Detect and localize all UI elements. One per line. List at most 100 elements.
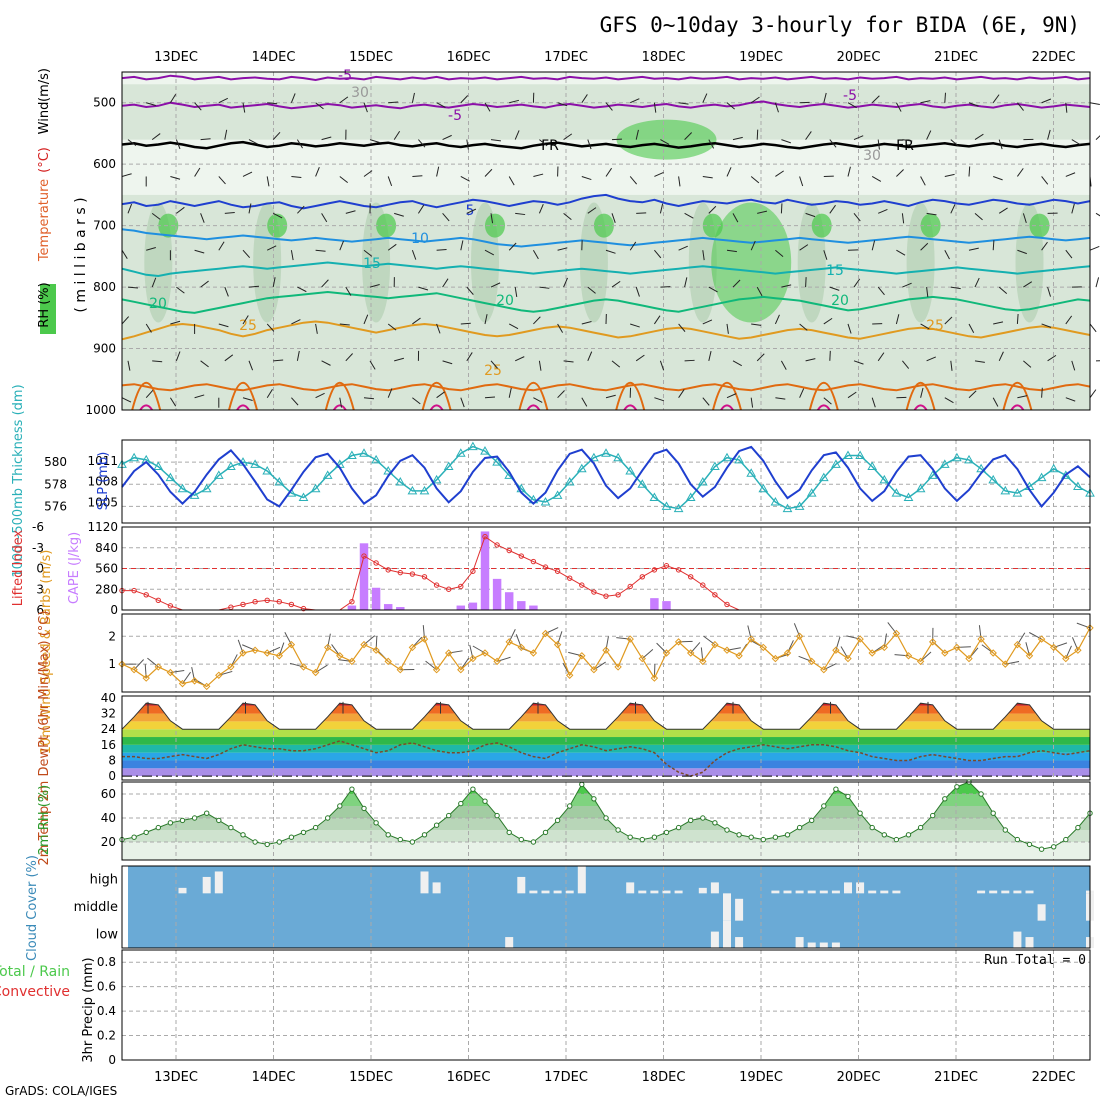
thickness-marker — [468, 441, 478, 451]
wind-barb — [1089, 102, 1100, 105]
thickness-marker — [177, 483, 188, 493]
wind-speed-marker — [481, 649, 489, 657]
wind-barb — [345, 353, 353, 362]
wind-speed-marker — [384, 657, 392, 666]
isotherm-loop-35 — [720, 404, 734, 411]
thickness-marker — [879, 474, 890, 484]
wind-barb — [678, 323, 686, 332]
lifted-index-marker — [397, 569, 403, 576]
wind-barb — [121, 397, 132, 403]
wind-barb — [224, 286, 229, 297]
wind-barb — [200, 213, 205, 223]
rh2m-marker — [591, 796, 597, 802]
wind-speed-marker — [457, 666, 465, 674]
date-label-top: 16DEC — [447, 50, 491, 65]
wind-barb — [780, 360, 787, 370]
wind-barb — [901, 213, 905, 224]
wind-barb — [871, 95, 880, 104]
wind-speed-marker — [638, 654, 647, 663]
lifted-index-marker — [567, 575, 573, 581]
wind-barb — [781, 139, 792, 144]
cloud-cover-bar-high — [529, 890, 538, 894]
rh-saturated-patch — [811, 213, 832, 238]
isotherm-label: 25 — [239, 318, 257, 334]
rh2m-marker — [191, 815, 198, 821]
wind-barb — [1089, 323, 1097, 333]
wind-speed-marker — [323, 643, 332, 652]
rh2m-marker — [905, 832, 912, 838]
li-tick-label: 3 — [36, 582, 44, 596]
rh2m-marker — [567, 803, 573, 809]
wind-speed-marker — [227, 663, 235, 671]
thickness-marker — [710, 461, 720, 471]
wind-barb — [902, 282, 912, 288]
wind-speed-marker — [432, 666, 441, 674]
precip-axis-label: 3hr Precip (mm) — [81, 957, 96, 1062]
isotherm-label: 25 — [484, 363, 502, 379]
wind-barb — [1041, 387, 1043, 398]
wind-panel-axis-label: 10m Wind Speed & Barbs (m/s) — [39, 550, 54, 755]
wind-barb — [678, 102, 689, 105]
cloud-cover-bar-high — [989, 890, 998, 894]
thickness-marker — [855, 450, 865, 459]
wind-barb — [538, 360, 542, 371]
wind-barb — [750, 176, 760, 184]
wind-barb — [635, 286, 640, 297]
thickness-marker — [637, 479, 648, 488]
temp-tick-label: 16 — [101, 738, 116, 752]
wind-barb — [877, 286, 885, 296]
wind-barb — [218, 241, 225, 251]
cloud-cover-bar-high — [626, 882, 635, 894]
lifted-index-marker — [579, 582, 585, 588]
wind-speed-marker — [965, 654, 973, 663]
wind-barb — [587, 286, 596, 294]
wind-barb — [702, 93, 708, 103]
lifted-index-marker — [300, 605, 307, 612]
wind-barb — [145, 389, 154, 399]
wind-barb — [296, 139, 303, 149]
isotherm-label: 20 — [496, 293, 514, 309]
lifted-index-marker — [554, 568, 561, 574]
wind-barb — [998, 351, 1004, 362]
wind-barb — [974, 360, 985, 363]
wind-barb — [170, 175, 181, 180]
isotherm-loop-30 — [421, 381, 452, 411]
wind-barb — [950, 139, 959, 147]
rh2m-marker — [700, 815, 706, 821]
wind-barb — [823, 250, 828, 260]
thickness-axis-label: 1000~500mb Thickness (dm) — [11, 384, 26, 577]
date-label-top: 19DEC — [739, 50, 783, 65]
wind-barb — [708, 350, 712, 361]
wind-barb — [484, 249, 495, 256]
date-label-bottom: 21DEC — [934, 1070, 978, 1085]
thickness-marker — [383, 465, 394, 475]
wind-barb — [605, 249, 616, 254]
lifted-index-marker — [385, 567, 391, 573]
wind-barb — [363, 170, 373, 177]
wind-barb — [508, 176, 515, 186]
lifted-index-marker — [252, 599, 258, 605]
lifted-index-marker — [494, 542, 500, 548]
thickness-marker — [1048, 463, 1059, 473]
isotherm-label: 30 — [351, 85, 369, 101]
thickness-marker — [1036, 472, 1047, 482]
wind-barb — [968, 102, 979, 107]
cloud-level-label: middle — [74, 900, 118, 915]
wind-barb — [388, 101, 399, 104]
wind-speed-marker — [1013, 640, 1022, 649]
rh2m-marker — [990, 810, 996, 816]
wind-barb — [896, 249, 906, 256]
thickness-marker — [480, 446, 490, 455]
wind-barb — [412, 397, 421, 405]
isotherm-loop-30 — [615, 381, 646, 411]
isotherm-loop-30 — [131, 381, 162, 411]
wind-barb — [1047, 286, 1052, 297]
wind-barb — [533, 173, 544, 177]
wind-barb — [121, 316, 130, 325]
wind-barb — [242, 171, 253, 177]
isotherm-loop-35 — [429, 404, 444, 411]
wind-barb — [296, 350, 300, 361]
wind-barb — [829, 286, 840, 291]
wind-speed-marker — [565, 671, 574, 679]
wind-speed-marker — [469, 654, 477, 663]
